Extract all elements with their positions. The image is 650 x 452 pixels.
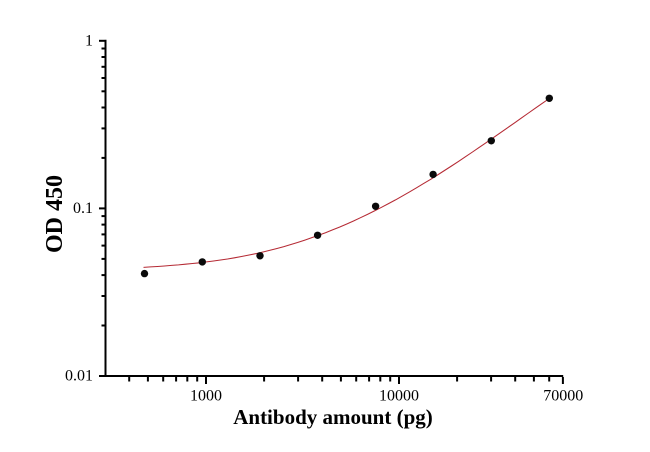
svg-text:70000: 70000 bbox=[543, 388, 583, 405]
svg-text:0.1: 0.1 bbox=[73, 200, 93, 217]
svg-text:Antibody amount (pg): Antibody amount (pg) bbox=[233, 405, 433, 429]
svg-text:10000: 10000 bbox=[379, 388, 419, 405]
svg-text:OD 450: OD 450 bbox=[42, 175, 68, 253]
svg-text:1: 1 bbox=[85, 33, 93, 50]
svg-text:1000: 1000 bbox=[190, 388, 222, 405]
svg-text:0.01: 0.01 bbox=[65, 368, 93, 385]
